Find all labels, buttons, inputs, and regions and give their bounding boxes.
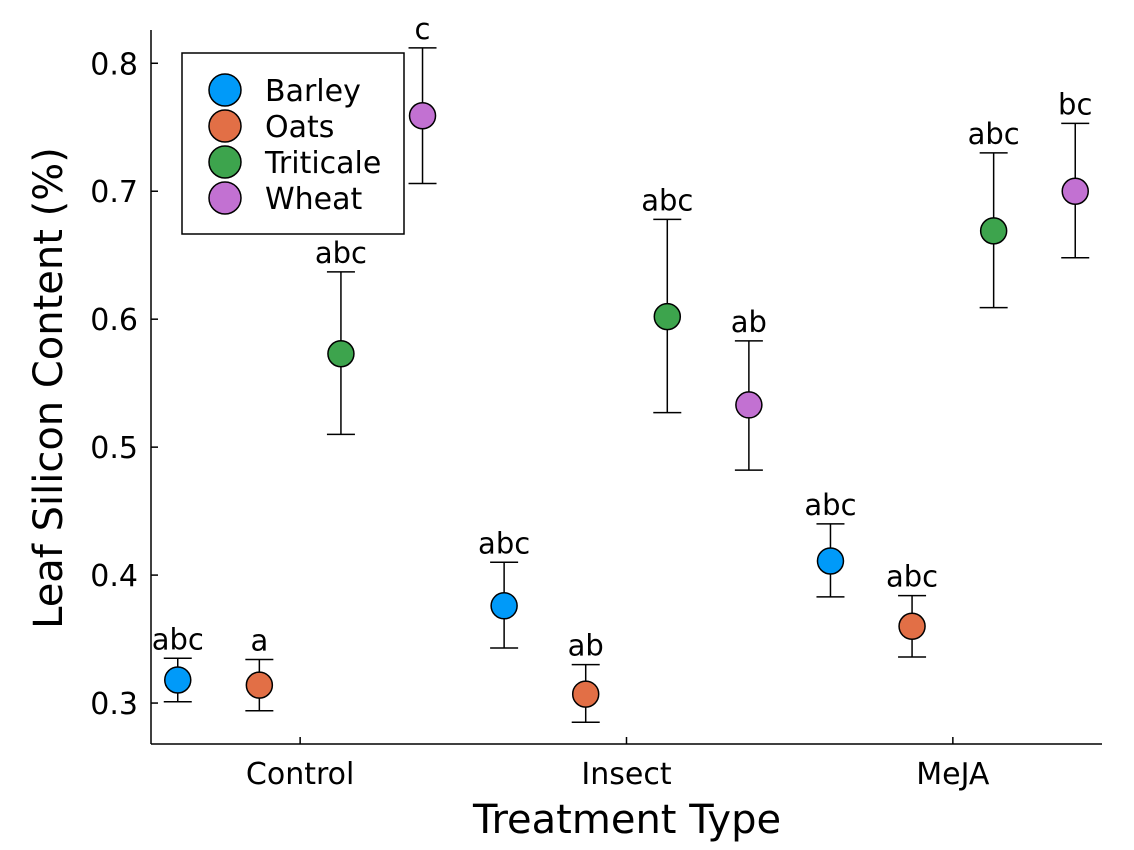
data-point-group: abc xyxy=(968,117,1020,309)
data-point-group: a xyxy=(245,624,274,712)
data-point xyxy=(245,671,274,699)
legend-label: Oats xyxy=(265,110,334,145)
data-point-group: abc xyxy=(152,622,204,703)
legend-marker xyxy=(208,73,242,107)
axes: 0.3 0.4 0.5 0.6 0.7 0.8 Control Insect MeJA xyxy=(90,30,1102,792)
data-point xyxy=(1061,177,1089,205)
significance-label: abc xyxy=(641,183,693,217)
x-axis-title: Treatment Type xyxy=(472,797,781,843)
significance-label: abc xyxy=(152,622,204,656)
y-tick-label: 0.8 xyxy=(90,47,138,82)
data-point xyxy=(327,339,355,368)
data-point-group: bc xyxy=(1058,87,1092,259)
data-point xyxy=(816,547,845,575)
data-point xyxy=(408,101,437,130)
significance-label: c xyxy=(415,12,431,46)
significance-label: abc xyxy=(968,117,1020,151)
data-point-group: ab xyxy=(568,629,604,723)
data-point-group: abc xyxy=(315,236,367,436)
data-point xyxy=(653,302,682,331)
y-tick-label: 0.4 xyxy=(90,559,138,594)
significance-label: a xyxy=(250,624,268,658)
x-tick-label: MeJA xyxy=(916,757,990,792)
data-point-group: abc xyxy=(641,183,693,414)
significance-label: ab xyxy=(568,629,604,663)
legend-marker xyxy=(208,145,242,179)
significance-label: abc xyxy=(478,526,530,560)
data-point xyxy=(735,391,763,419)
legend-label: Wheat xyxy=(265,182,363,217)
data-point xyxy=(571,680,600,708)
data-point xyxy=(898,612,926,641)
legend-label: Barley xyxy=(265,74,361,109)
y-tick-label: 0.3 xyxy=(90,687,138,722)
plot-marks: abc abc abc a ab abc abc abc abc c ab bc xyxy=(152,12,1092,723)
significance-label: abc xyxy=(804,488,856,522)
data-point-group: abc xyxy=(886,560,938,658)
data-point-group: ab xyxy=(731,305,767,471)
data-point xyxy=(979,217,1008,245)
data-point-group: c xyxy=(408,12,437,185)
significance-label: ab xyxy=(731,305,767,339)
y-axis-title: Leaf Silicon Content (%) xyxy=(26,147,72,629)
data-point-group: abc xyxy=(804,488,857,598)
x-tick-label: Control xyxy=(246,757,354,792)
legend-label: Triticale xyxy=(264,146,381,181)
y-tick-label: 0.5 xyxy=(90,431,138,466)
x-tick-label: Insect xyxy=(581,757,671,792)
legend-marker xyxy=(208,181,242,215)
data-point-group: abc xyxy=(478,526,530,649)
data-point xyxy=(490,592,518,620)
significance-label: abc xyxy=(315,236,367,270)
y-tick-label: 0.6 xyxy=(90,303,138,338)
legend-marker xyxy=(208,109,242,143)
y-tick-label: 0.7 xyxy=(90,175,138,210)
significance-label: bc xyxy=(1058,87,1092,121)
significance-label: abc xyxy=(886,560,938,594)
data-point xyxy=(164,666,192,694)
